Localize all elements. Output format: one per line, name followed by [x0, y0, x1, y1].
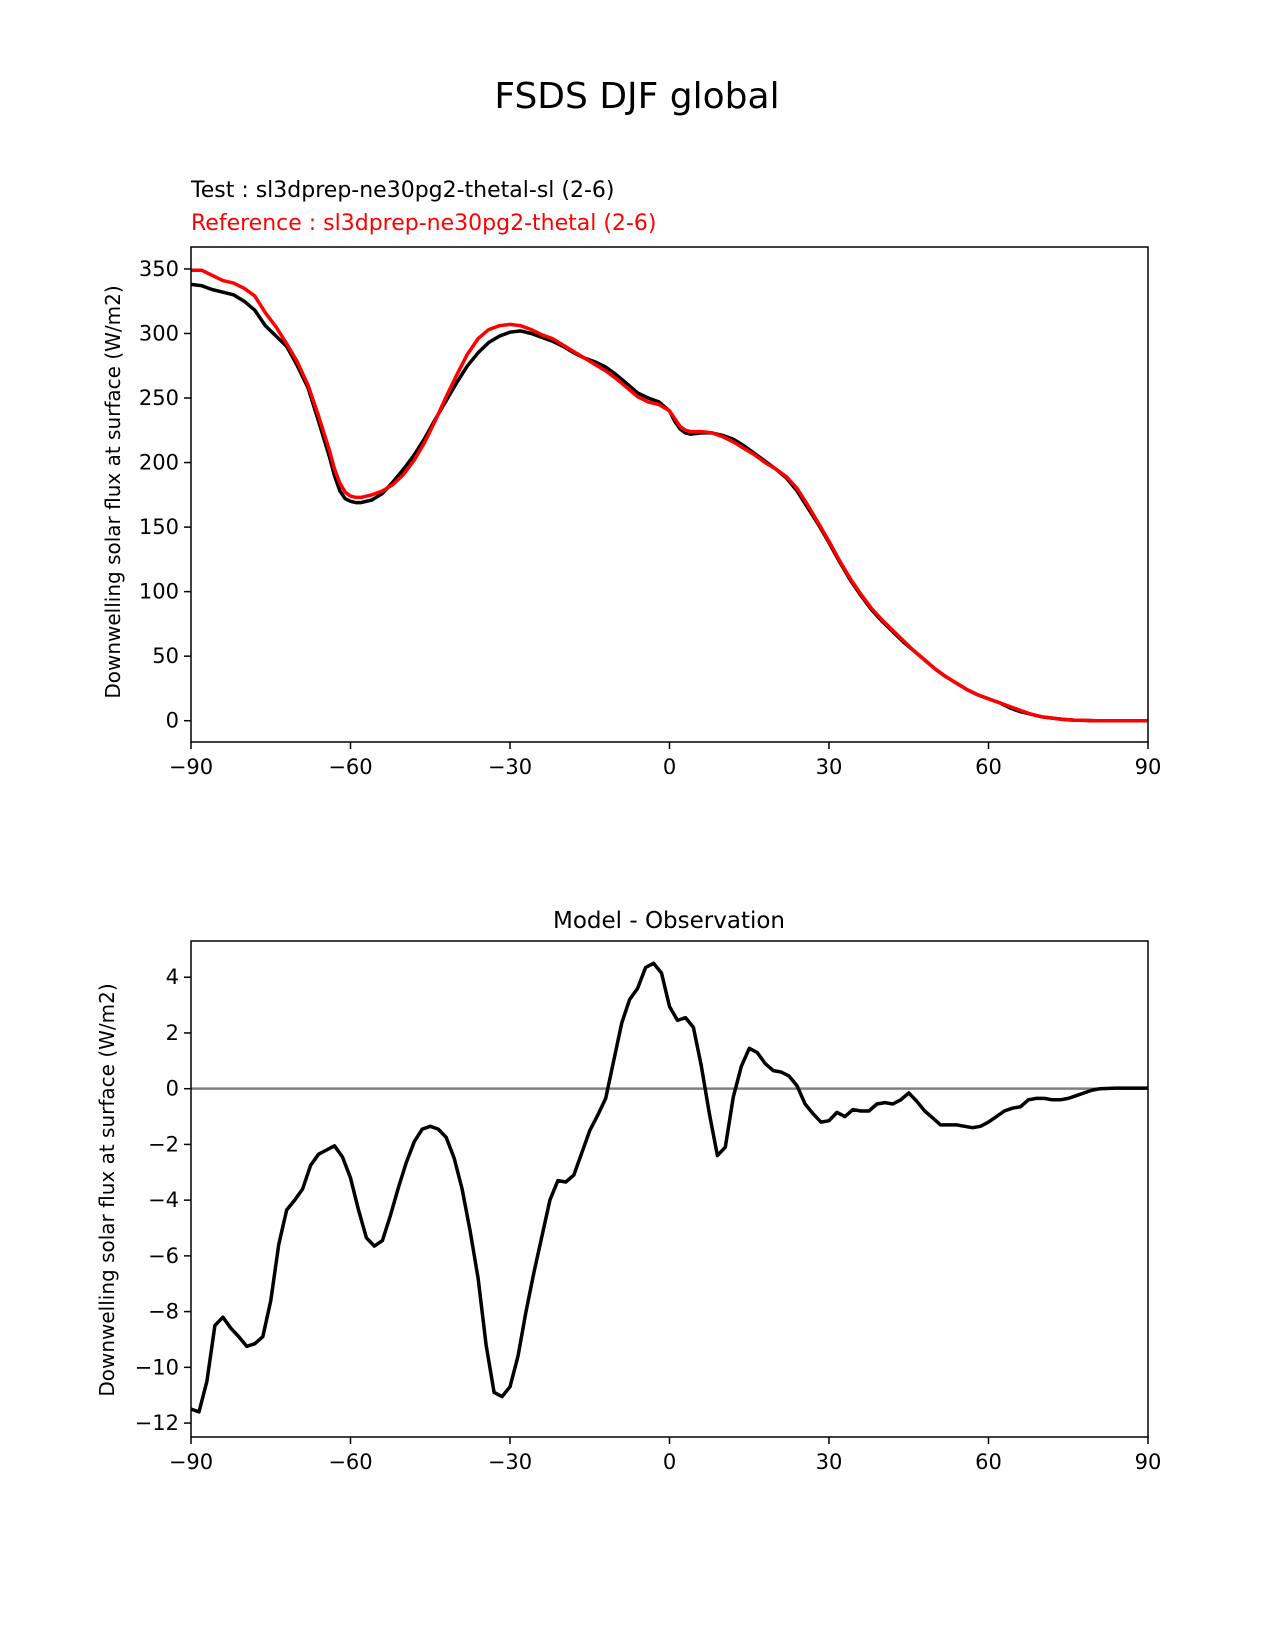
x-tick-label: −30: [488, 755, 532, 779]
y-tick-label: −2: [148, 1132, 179, 1156]
x-tick-label: −90: [169, 755, 213, 779]
chart-title: Model - Observation: [553, 908, 785, 934]
y-tick-label: 150: [139, 515, 179, 539]
x-tick-label: 0: [663, 755, 676, 779]
reference-series-line: [191, 268, 1148, 723]
test-label: Test : sl3dprep-ne30pg2-thetal-sl (2-6): [190, 178, 615, 203]
plot-frame: [190, 940, 1149, 1438]
x-tick-label: 90: [1135, 755, 1162, 779]
y-tick-label: −4: [148, 1188, 179, 1212]
y-tick-label: −8: [148, 1300, 179, 1324]
y-axis-label: Downwelling solar flux at surface (W/m2): [101, 285, 125, 698]
y-tick-label: −6: [148, 1244, 179, 1268]
y-tick-label: 200: [139, 451, 179, 475]
x-tick-label: 90: [1135, 1450, 1162, 1474]
x-tick-label: −60: [328, 755, 372, 779]
x-tick-label: 30: [816, 755, 843, 779]
plot-area-top: −90 −60 −30 0 30 60 90 0 50 100 150 200 250 300 350: [139, 246, 1162, 779]
figure-title: FSDS DJF global: [494, 76, 779, 117]
y-tick-label: 350: [139, 257, 179, 281]
test-series-line: [190, 282, 1148, 723]
y-tick-label: −12: [135, 1411, 179, 1435]
y-tick-label: 50: [152, 644, 179, 668]
y-tick-label: 300: [139, 321, 179, 345]
y-tick-label: 100: [139, 580, 179, 604]
x-tick-label: 60: [975, 755, 1002, 779]
y-tick-label: 2: [166, 1021, 179, 1045]
plot-area-bottom: −90 −60 −30 0 30 60 90 −12 −10 −8 −6 −4 −2 0 2 4: [135, 940, 1162, 1474]
x-tick-label: 0: [663, 1450, 676, 1474]
x-tick-label: 60: [975, 1450, 1002, 1474]
x-tick-label: −30: [488, 1450, 532, 1474]
x-tick-label: 30: [816, 1450, 843, 1474]
y-axis-label: Downwelling solar flux at surface (W/m2): [95, 983, 119, 1396]
y-tick-label: 4: [166, 965, 179, 989]
x-tick-label: −60: [328, 1450, 372, 1474]
reference-label: Reference : sl3dprep-ne30pg2-thetal (2-6…: [191, 211, 656, 236]
x-tick-label: −90: [169, 1450, 213, 1474]
y-tick-label: −10: [135, 1355, 179, 1379]
y-tick-label: 250: [139, 386, 179, 410]
difference-series-line: [190, 961, 1148, 1414]
y-tick-label: 0: [166, 1077, 179, 1101]
difference-chart: Model - Observation Downwelling solar fl…: [95, 908, 1161, 1474]
y-tick-label: 0: [166, 709, 179, 733]
flux-chart: Test : sl3dprep-ne30pg2-thetal-sl (2-6) …: [101, 178, 1161, 779]
plot-frame: [190, 246, 1149, 743]
